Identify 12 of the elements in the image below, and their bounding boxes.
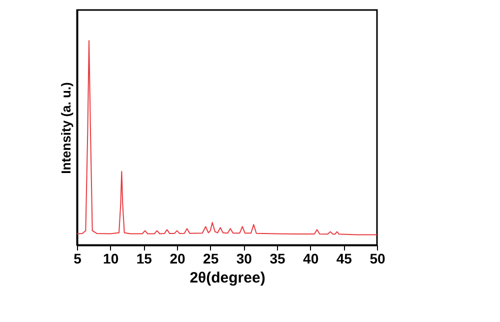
x-tick-label: 5 <box>74 250 82 266</box>
x-axis-title: 2θ(degree) <box>190 270 266 286</box>
x-tick-label: 45 <box>336 250 352 266</box>
x-tick-label: 10 <box>103 250 119 266</box>
x-tick-label: 30 <box>236 250 252 266</box>
x-tick-label: 20 <box>170 250 186 266</box>
x-tick-label: 15 <box>136 250 152 266</box>
x-tick-label: 25 <box>203 250 219 266</box>
x-tick-label: 40 <box>303 250 319 266</box>
y-axis-title: Intensity (a. u.) <box>58 82 74 174</box>
x-tick-label: 50 <box>370 250 386 266</box>
x-tick-label: 35 <box>270 250 286 266</box>
